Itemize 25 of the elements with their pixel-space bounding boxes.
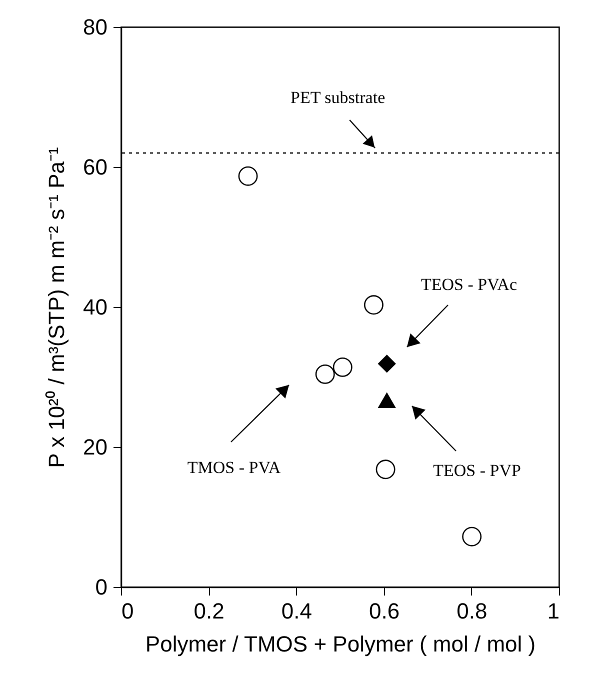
- point: [364, 295, 384, 315]
- y-tick-label: 0: [95, 574, 108, 600]
- point: [332, 357, 352, 377]
- x-tick-label: 0.2: [194, 598, 224, 624]
- y-tick-label: 20: [83, 434, 108, 460]
- point: [378, 354, 396, 373]
- x-tick-label: 0.4: [281, 598, 312, 624]
- y-axis-title: P x 10²⁰ / m³(STP) m m⁻² s⁻¹ Pa⁻¹: [44, 147, 70, 468]
- annotation: TMOS - PVA: [187, 458, 282, 477]
- x-tick-label: 0.6: [369, 598, 400, 624]
- x-tick-label: 1: [547, 598, 560, 624]
- point: [462, 526, 482, 546]
- annotation: TEOS - PVP: [433, 461, 521, 480]
- point: [378, 392, 396, 408]
- point: [376, 460, 396, 480]
- x-tick-label: 0: [122, 598, 134, 624]
- x-tick-label: 0.8: [456, 598, 488, 624]
- x-axis-title: Polymer / TMOS + Polymer ( mol / mol ): [145, 632, 536, 656]
- point: [315, 364, 335, 384]
- ref-line-label: PET substrate: [290, 88, 386, 107]
- y-tick-label: 60: [83, 154, 108, 180]
- y-tick-label: 40: [83, 294, 108, 320]
- annotation: TEOS - PVAc: [420, 275, 518, 294]
- y-tick-label: 80: [83, 14, 108, 40]
- point: [238, 166, 258, 186]
